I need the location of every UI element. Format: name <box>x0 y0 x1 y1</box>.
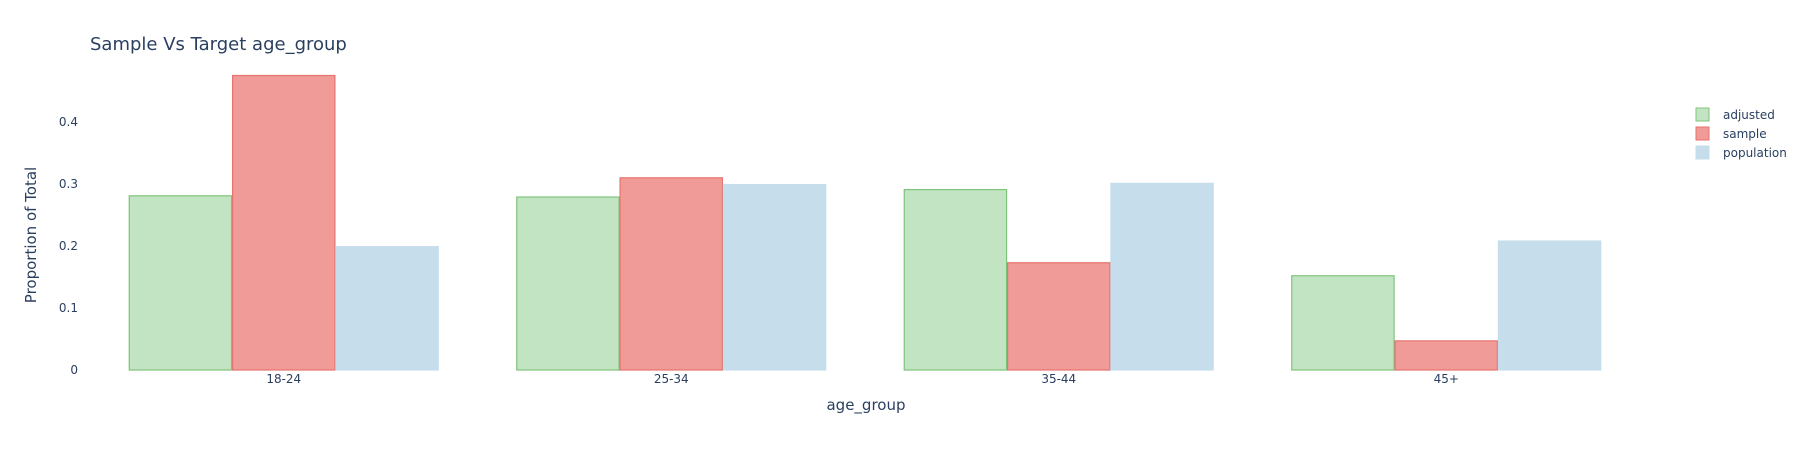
y-tick-label: 0 <box>70 363 78 377</box>
legend-label-sample: sample <box>1723 127 1767 141</box>
bar-adjusted-25-34 <box>516 196 620 371</box>
x-tick-label: 45+ <box>1434 372 1459 386</box>
legend-swatch-population <box>1695 145 1710 160</box>
chart-title: Sample Vs Target age_group <box>90 34 347 55</box>
legend-swatch-adjusted <box>1695 107 1710 122</box>
x-axis: 18-24 25-34 35-44 45+ <box>266 372 1459 386</box>
bar-sample-25-34 <box>619 177 724 371</box>
bar-adjusted-45+ <box>1291 275 1395 371</box>
y-axis: 0 0.1 0.2 0.3 0.4 <box>59 115 78 377</box>
bar-population-45+ <box>1497 240 1602 371</box>
bars <box>128 74 1602 371</box>
legend-label-population: population <box>1723 146 1787 160</box>
y-tick-label: 0.2 <box>59 239 78 253</box>
bar-sample-45+ <box>1394 340 1499 371</box>
bar-population-35-44 <box>1110 182 1214 371</box>
legend-label-adjusted: adjusted <box>1723 108 1775 122</box>
legend-swatch-sample <box>1695 126 1710 141</box>
legend: adjusted sample population <box>1695 107 1787 160</box>
y-tick-label: 0.4 <box>59 115 78 129</box>
bar-population-18-24 <box>335 246 439 371</box>
bar-sample-18-24 <box>231 74 336 371</box>
x-tick-label: 35-44 <box>1041 372 1076 386</box>
y-axis-title: Proportion of Total <box>22 167 40 303</box>
y-tick-label: 0.1 <box>59 301 78 315</box>
bar-sample-35-44 <box>1006 262 1111 371</box>
bar-population-25-34 <box>722 184 827 371</box>
bar-adjusted-18-24 <box>128 195 233 371</box>
x-tick-label: 18-24 <box>266 372 301 386</box>
y-tick-label: 0.3 <box>59 177 78 191</box>
x-tick-label: 25-34 <box>654 372 689 386</box>
x-axis-title: age_group <box>826 396 905 415</box>
bar-adjusted-35-44 <box>903 188 1008 371</box>
